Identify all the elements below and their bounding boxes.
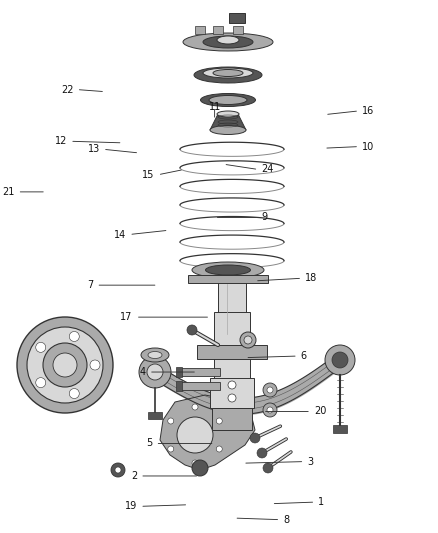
Ellipse shape	[194, 67, 262, 83]
Circle shape	[111, 463, 125, 477]
Text: 1: 1	[318, 497, 325, 507]
Circle shape	[43, 343, 87, 387]
Circle shape	[192, 460, 198, 466]
Circle shape	[192, 460, 208, 476]
Circle shape	[332, 352, 348, 368]
Circle shape	[147, 364, 163, 380]
Text: 8: 8	[283, 515, 290, 524]
Text: 10: 10	[362, 142, 374, 151]
Ellipse shape	[213, 69, 243, 77]
Text: 5: 5	[146, 439, 152, 448]
Circle shape	[263, 463, 273, 473]
Bar	[233, 26, 243, 34]
Text: 12: 12	[55, 136, 67, 146]
Circle shape	[187, 325, 197, 335]
Polygon shape	[160, 395, 255, 470]
Ellipse shape	[203, 36, 253, 48]
Ellipse shape	[217, 111, 239, 117]
Bar	[176, 381, 182, 391]
Circle shape	[267, 387, 273, 393]
Circle shape	[36, 378, 46, 387]
Circle shape	[325, 345, 355, 375]
Ellipse shape	[217, 36, 239, 44]
Text: 14: 14	[114, 230, 126, 239]
Ellipse shape	[148, 351, 162, 359]
Text: 16: 16	[362, 106, 374, 116]
Circle shape	[69, 332, 79, 342]
Circle shape	[27, 327, 103, 403]
Circle shape	[36, 342, 46, 352]
Ellipse shape	[203, 68, 253, 78]
Ellipse shape	[205, 265, 251, 275]
Text: 13: 13	[88, 144, 100, 154]
Text: 19: 19	[125, 502, 137, 511]
Circle shape	[263, 383, 277, 397]
Circle shape	[257, 448, 267, 458]
Circle shape	[192, 404, 198, 410]
Text: 17: 17	[120, 312, 133, 322]
Bar	[148, 412, 162, 419]
Bar	[227, 340, 237, 410]
Text: 15: 15	[142, 170, 155, 180]
Circle shape	[228, 381, 236, 389]
Ellipse shape	[141, 348, 169, 362]
Circle shape	[244, 336, 252, 344]
Text: 4: 4	[140, 367, 146, 377]
Bar	[218, 282, 246, 337]
Bar	[210, 378, 254, 408]
Circle shape	[17, 317, 113, 413]
Circle shape	[250, 433, 260, 443]
Bar	[197, 345, 267, 359]
Text: 2: 2	[131, 471, 137, 481]
Ellipse shape	[209, 95, 247, 104]
Circle shape	[228, 394, 236, 402]
Bar	[178, 368, 220, 376]
Circle shape	[240, 332, 256, 348]
Ellipse shape	[192, 262, 264, 278]
Bar	[188, 275, 268, 283]
Text: 11: 11	[208, 102, 221, 111]
Circle shape	[115, 467, 121, 473]
Circle shape	[139, 356, 171, 388]
Ellipse shape	[183, 33, 273, 51]
Ellipse shape	[201, 93, 255, 107]
Text: 6: 6	[301, 351, 307, 361]
Circle shape	[267, 407, 273, 413]
Text: 7: 7	[87, 280, 93, 290]
Bar	[214, 312, 250, 392]
Circle shape	[216, 418, 222, 424]
Bar	[212, 408, 252, 430]
Circle shape	[177, 417, 213, 453]
Text: 24: 24	[261, 165, 274, 174]
Bar	[178, 382, 220, 390]
Text: 9: 9	[261, 213, 268, 222]
Circle shape	[168, 418, 174, 424]
Text: 20: 20	[314, 407, 326, 416]
Bar	[229, 13, 245, 23]
Bar	[333, 425, 347, 433]
Text: 22: 22	[61, 85, 74, 94]
Text: 21: 21	[2, 187, 14, 197]
Polygon shape	[210, 114, 246, 130]
Text: 18: 18	[305, 273, 318, 283]
Circle shape	[53, 353, 77, 377]
Bar	[213, 26, 223, 34]
Circle shape	[216, 446, 222, 452]
Bar	[195, 26, 205, 34]
Circle shape	[168, 446, 174, 452]
Bar	[176, 367, 182, 377]
Circle shape	[90, 360, 100, 370]
Text: 3: 3	[307, 457, 314, 466]
Ellipse shape	[210, 125, 246, 134]
Circle shape	[69, 389, 79, 399]
Circle shape	[263, 403, 277, 417]
